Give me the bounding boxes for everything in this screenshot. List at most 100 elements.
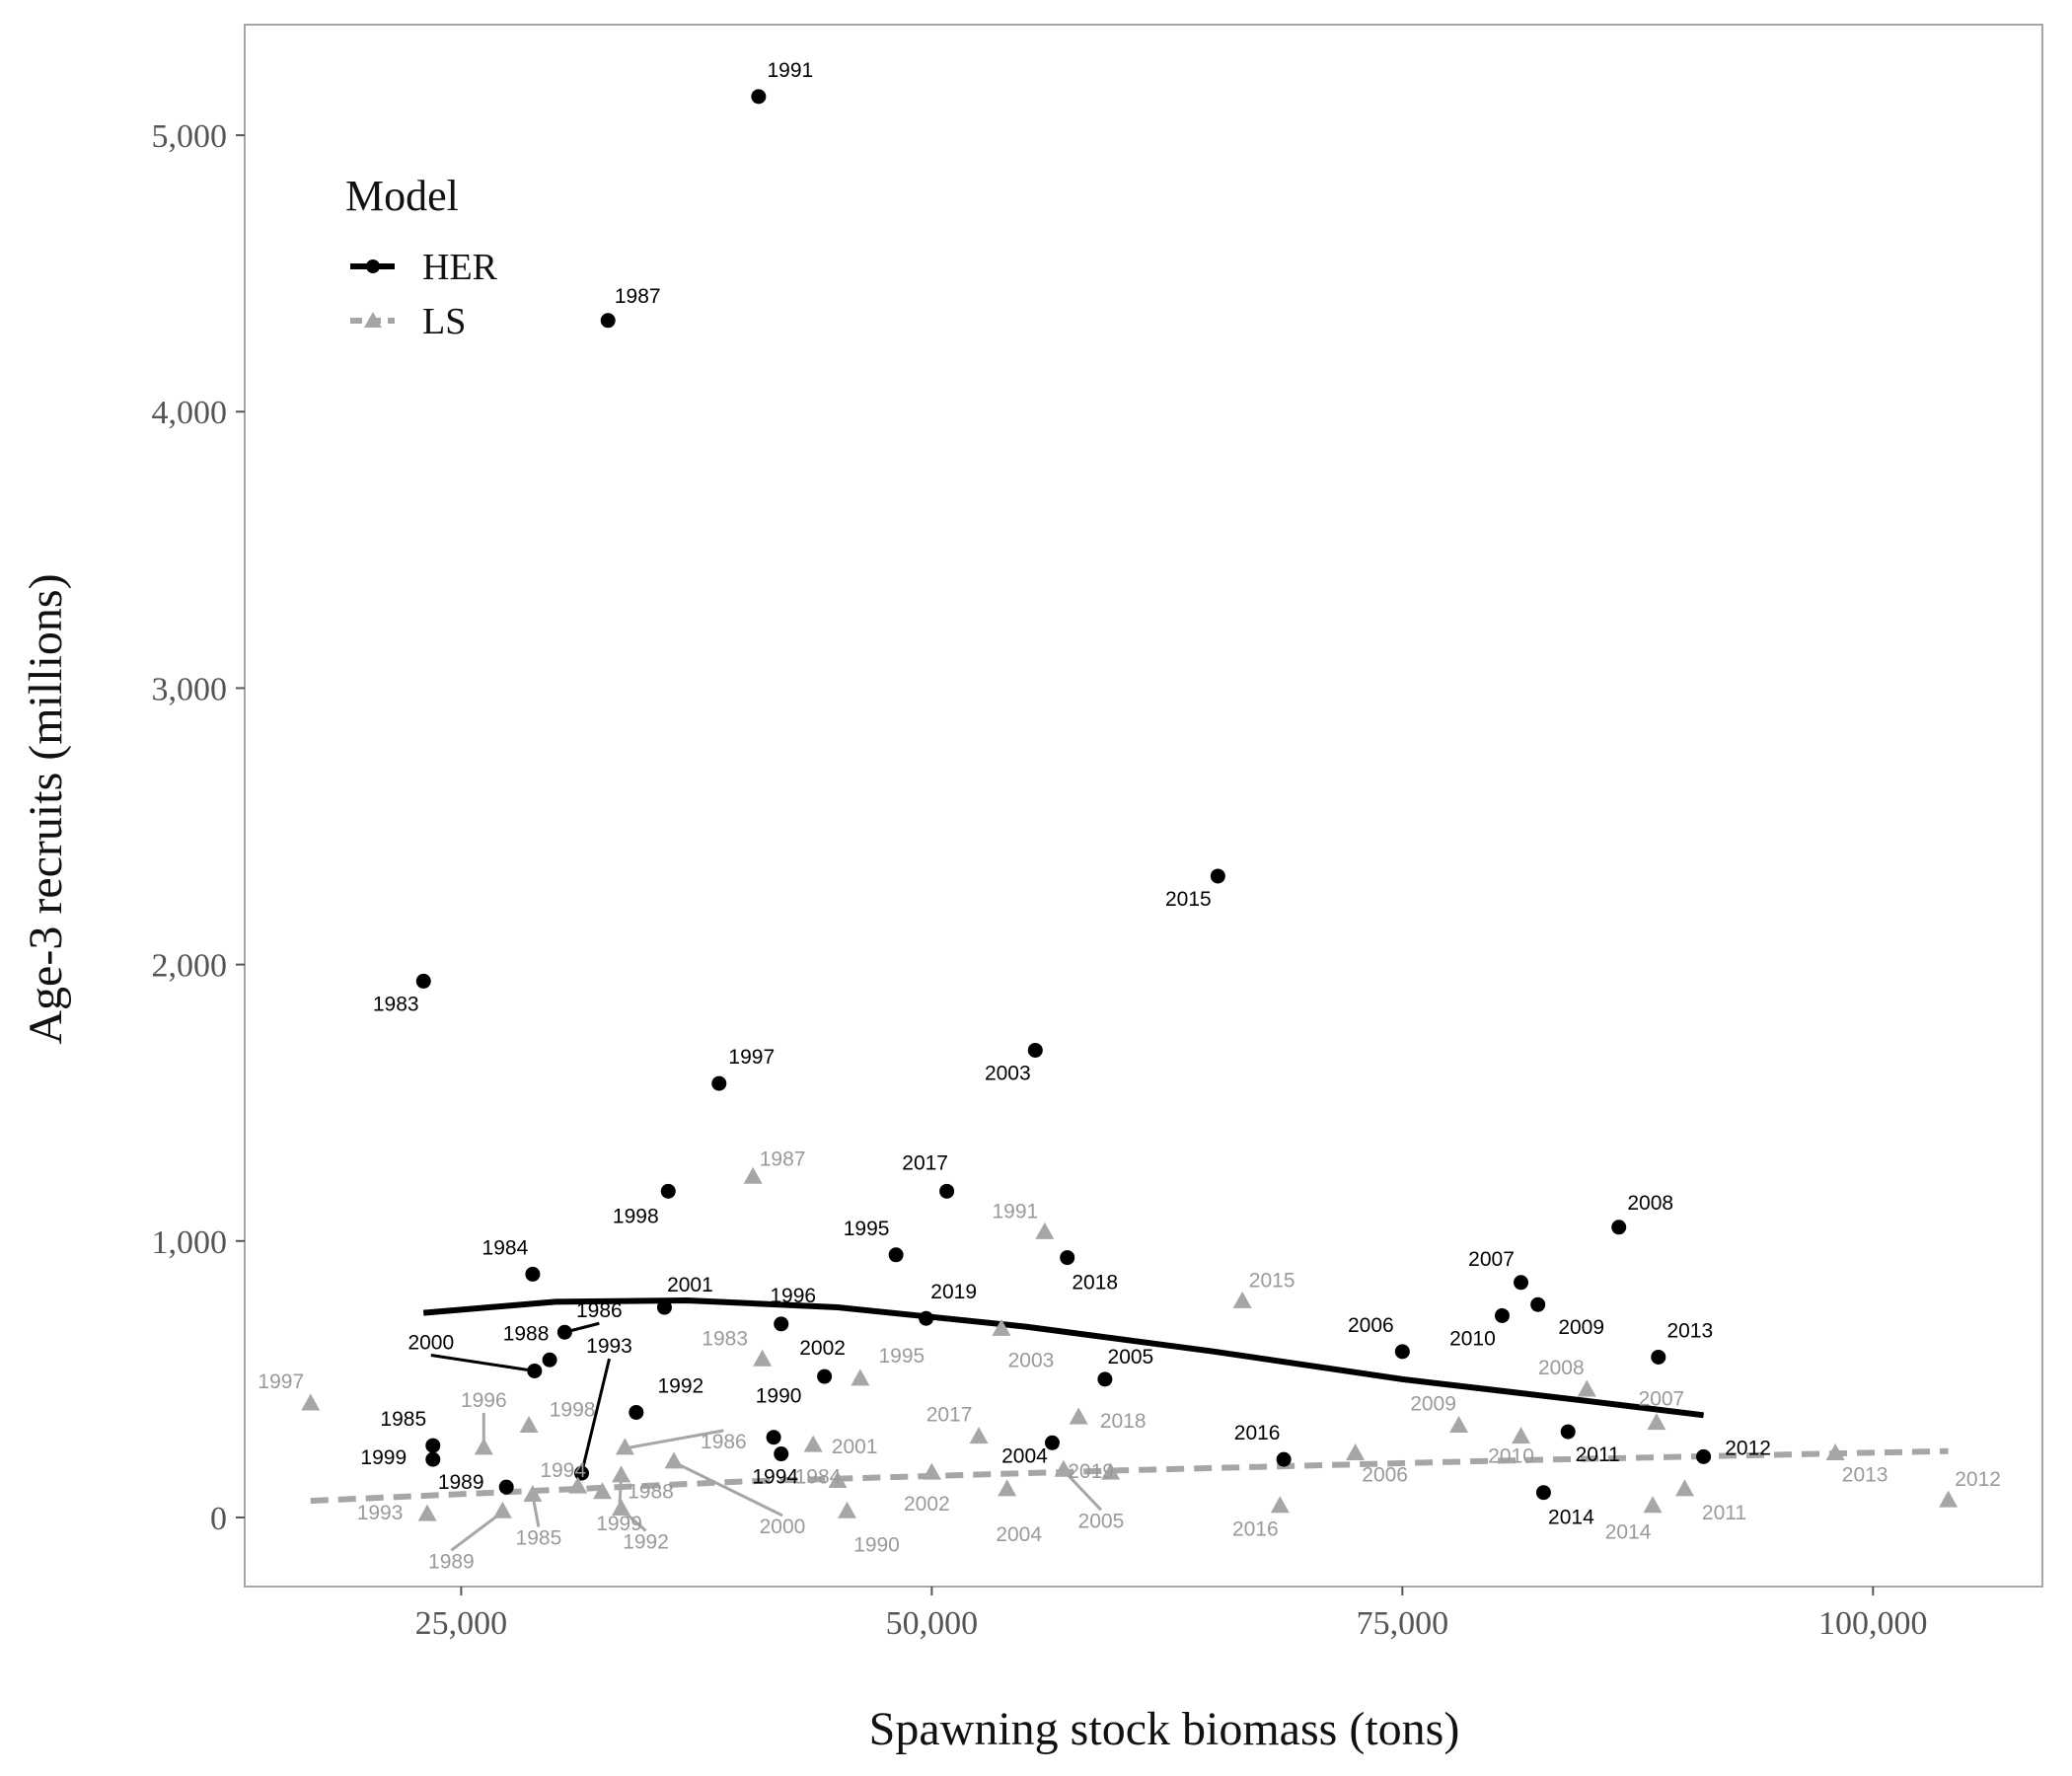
data-label-her-1986: 1986 xyxy=(576,1299,623,1322)
data-label-ls-2012: 2012 xyxy=(1955,1468,2001,1491)
data-label-her-2016: 2016 xyxy=(1234,1422,1281,1444)
point-her-2013 xyxy=(1651,1349,1666,1365)
data-label-ls-2005: 2005 xyxy=(1078,1510,1125,1532)
legend-her-label: HER xyxy=(422,247,498,288)
data-label-ls-1996: 1996 xyxy=(461,1389,507,1412)
data-label-ls-1985: 1985 xyxy=(516,1527,562,1550)
data-label-ls-2001: 2001 xyxy=(832,1436,878,1458)
data-label-ls-2003: 2003 xyxy=(1008,1349,1055,1371)
leader-ls-1986 xyxy=(625,1429,724,1450)
data-label-her-2011: 2011 xyxy=(1576,1443,1620,1466)
point-ls-2002 xyxy=(922,1462,941,1480)
data-label-her-1983: 1983 xyxy=(373,993,419,1015)
data-label-ls-2016: 2016 xyxy=(1232,1518,1279,1541)
data-label-her-1988: 1988 xyxy=(503,1322,550,1345)
point-ls-2004 xyxy=(998,1479,1017,1497)
point-her-1984 xyxy=(525,1266,541,1282)
plot-panel xyxy=(244,24,2043,1588)
point-ls-2005 xyxy=(1054,1459,1073,1477)
axis-ticks: 25,000 50,000 75,000 100,000 0 1,000 2,000 3,00… xyxy=(152,118,1928,1642)
data-label-her-2013: 2013 xyxy=(1666,1319,1713,1342)
data-label-ls-1992: 1992 xyxy=(623,1531,669,1554)
leader-ls-1992 xyxy=(620,1508,647,1532)
x-tick-label: 100,000 xyxy=(1818,1605,1928,1642)
data-label-ls-2013: 2013 xyxy=(1842,1464,1888,1487)
point-her-1997 xyxy=(711,1075,727,1091)
data-label-her-2000: 2000 xyxy=(407,1331,454,1354)
data-label-her-2012: 2012 xyxy=(1725,1437,1771,1459)
point-her-1991 xyxy=(751,89,767,105)
point-her-1989 xyxy=(498,1479,514,1495)
data-label-ls-1987: 1987 xyxy=(760,1147,806,1170)
y-tick-label: 3,000 xyxy=(152,671,228,707)
point-her-1996 xyxy=(774,1316,789,1332)
point-her-1987 xyxy=(600,313,616,329)
point-ls-2019 xyxy=(1101,1462,1121,1480)
data-label-her-2008: 2008 xyxy=(1627,1192,1673,1215)
legend-ls-marker xyxy=(364,312,382,328)
point-her-1988 xyxy=(542,1352,557,1368)
data-label-her-1987: 1987 xyxy=(615,285,661,308)
data-label-ls-1990: 1990 xyxy=(853,1533,900,1556)
data-label-ls-2017: 2017 xyxy=(926,1404,973,1427)
legend-ls-label: LS xyxy=(422,301,466,342)
point-ls-2009 xyxy=(1449,1415,1469,1433)
trend-line-her xyxy=(422,1296,1704,1419)
point-ls-2006 xyxy=(1346,1443,1366,1460)
point-her-2005 xyxy=(1097,1371,1113,1387)
data-label-her-2002: 2002 xyxy=(799,1337,846,1360)
point-ls-1986 xyxy=(615,1438,634,1455)
point-ls-2018 xyxy=(1069,1407,1088,1425)
data-label-her-1990: 1990 xyxy=(756,1385,802,1408)
data-label-her-1992: 1992 xyxy=(657,1374,703,1397)
point-ls-1993 xyxy=(417,1504,437,1521)
point-her-2010 xyxy=(1494,1307,1510,1323)
point-ls-1998 xyxy=(519,1415,539,1433)
point-ls-2003 xyxy=(992,1318,1011,1336)
data-label-her-1998: 1998 xyxy=(613,1205,659,1227)
point-ls-1987 xyxy=(743,1166,763,1184)
data-label-ls-1986: 1986 xyxy=(701,1431,747,1453)
point-ls-1988 xyxy=(592,1482,612,1500)
point-her-1999 xyxy=(425,1451,441,1467)
data-label-her-2007: 2007 xyxy=(1468,1248,1515,1271)
point-her-1995 xyxy=(888,1247,904,1263)
data-label-her-2004: 2004 xyxy=(1001,1444,1048,1467)
data-label-her-2003: 2003 xyxy=(985,1062,1031,1084)
y-tick-label: 5,000 xyxy=(152,118,228,155)
data-label-her-1991: 1991 xyxy=(767,59,813,82)
legend-entry-her: HER xyxy=(350,247,498,288)
data-label-her-1999: 1999 xyxy=(360,1446,407,1469)
point-ls-2012 xyxy=(1939,1490,1959,1508)
data-label-her-2014: 2014 xyxy=(1548,1507,1594,1529)
data-label-ls-2006: 2006 xyxy=(1362,1464,1408,1487)
point-ls-1985 xyxy=(523,1485,543,1503)
point-ls-2007 xyxy=(1647,1413,1666,1431)
point-ls-2013 xyxy=(1825,1443,1845,1460)
data-label-ls-2007: 2007 xyxy=(1639,1388,1685,1411)
leader-ls-1989 xyxy=(450,1511,504,1552)
point-her-2007 xyxy=(1514,1275,1529,1291)
data-label-ls-1994: 1994 xyxy=(540,1459,586,1482)
point-ls-1999 xyxy=(612,1465,631,1483)
data-label-ls-2010: 2010 xyxy=(1488,1445,1534,1468)
data-label-her-1994: 1994 xyxy=(752,1466,798,1489)
point-her-2014 xyxy=(1535,1485,1551,1501)
point-ls-2001 xyxy=(803,1435,823,1452)
data-label-her-1989: 1989 xyxy=(438,1471,484,1494)
data-label-her-1985: 1985 xyxy=(380,1408,426,1431)
data-label-ls-2008: 2008 xyxy=(1538,1357,1585,1379)
point-ls-1995 xyxy=(851,1369,870,1386)
data-label-ls-1984: 1984 xyxy=(795,1466,842,1489)
y-axis-title: Age-3 recruits (millions) xyxy=(20,573,72,1044)
y-tick-label: 1,000 xyxy=(152,1224,228,1261)
point-her-2016 xyxy=(1276,1451,1292,1467)
data-label-ls-1983: 1983 xyxy=(702,1327,748,1350)
point-ls-1990 xyxy=(838,1501,857,1518)
legend-entry-ls: LS xyxy=(350,301,466,342)
data-label-ls-2000: 2000 xyxy=(760,1516,806,1538)
leader-ls-2005 xyxy=(1062,1469,1103,1512)
data-label-her-2018: 2018 xyxy=(1072,1272,1118,1295)
data-label-her-2010: 2010 xyxy=(1449,1327,1496,1350)
point-her-2015 xyxy=(1210,868,1225,884)
